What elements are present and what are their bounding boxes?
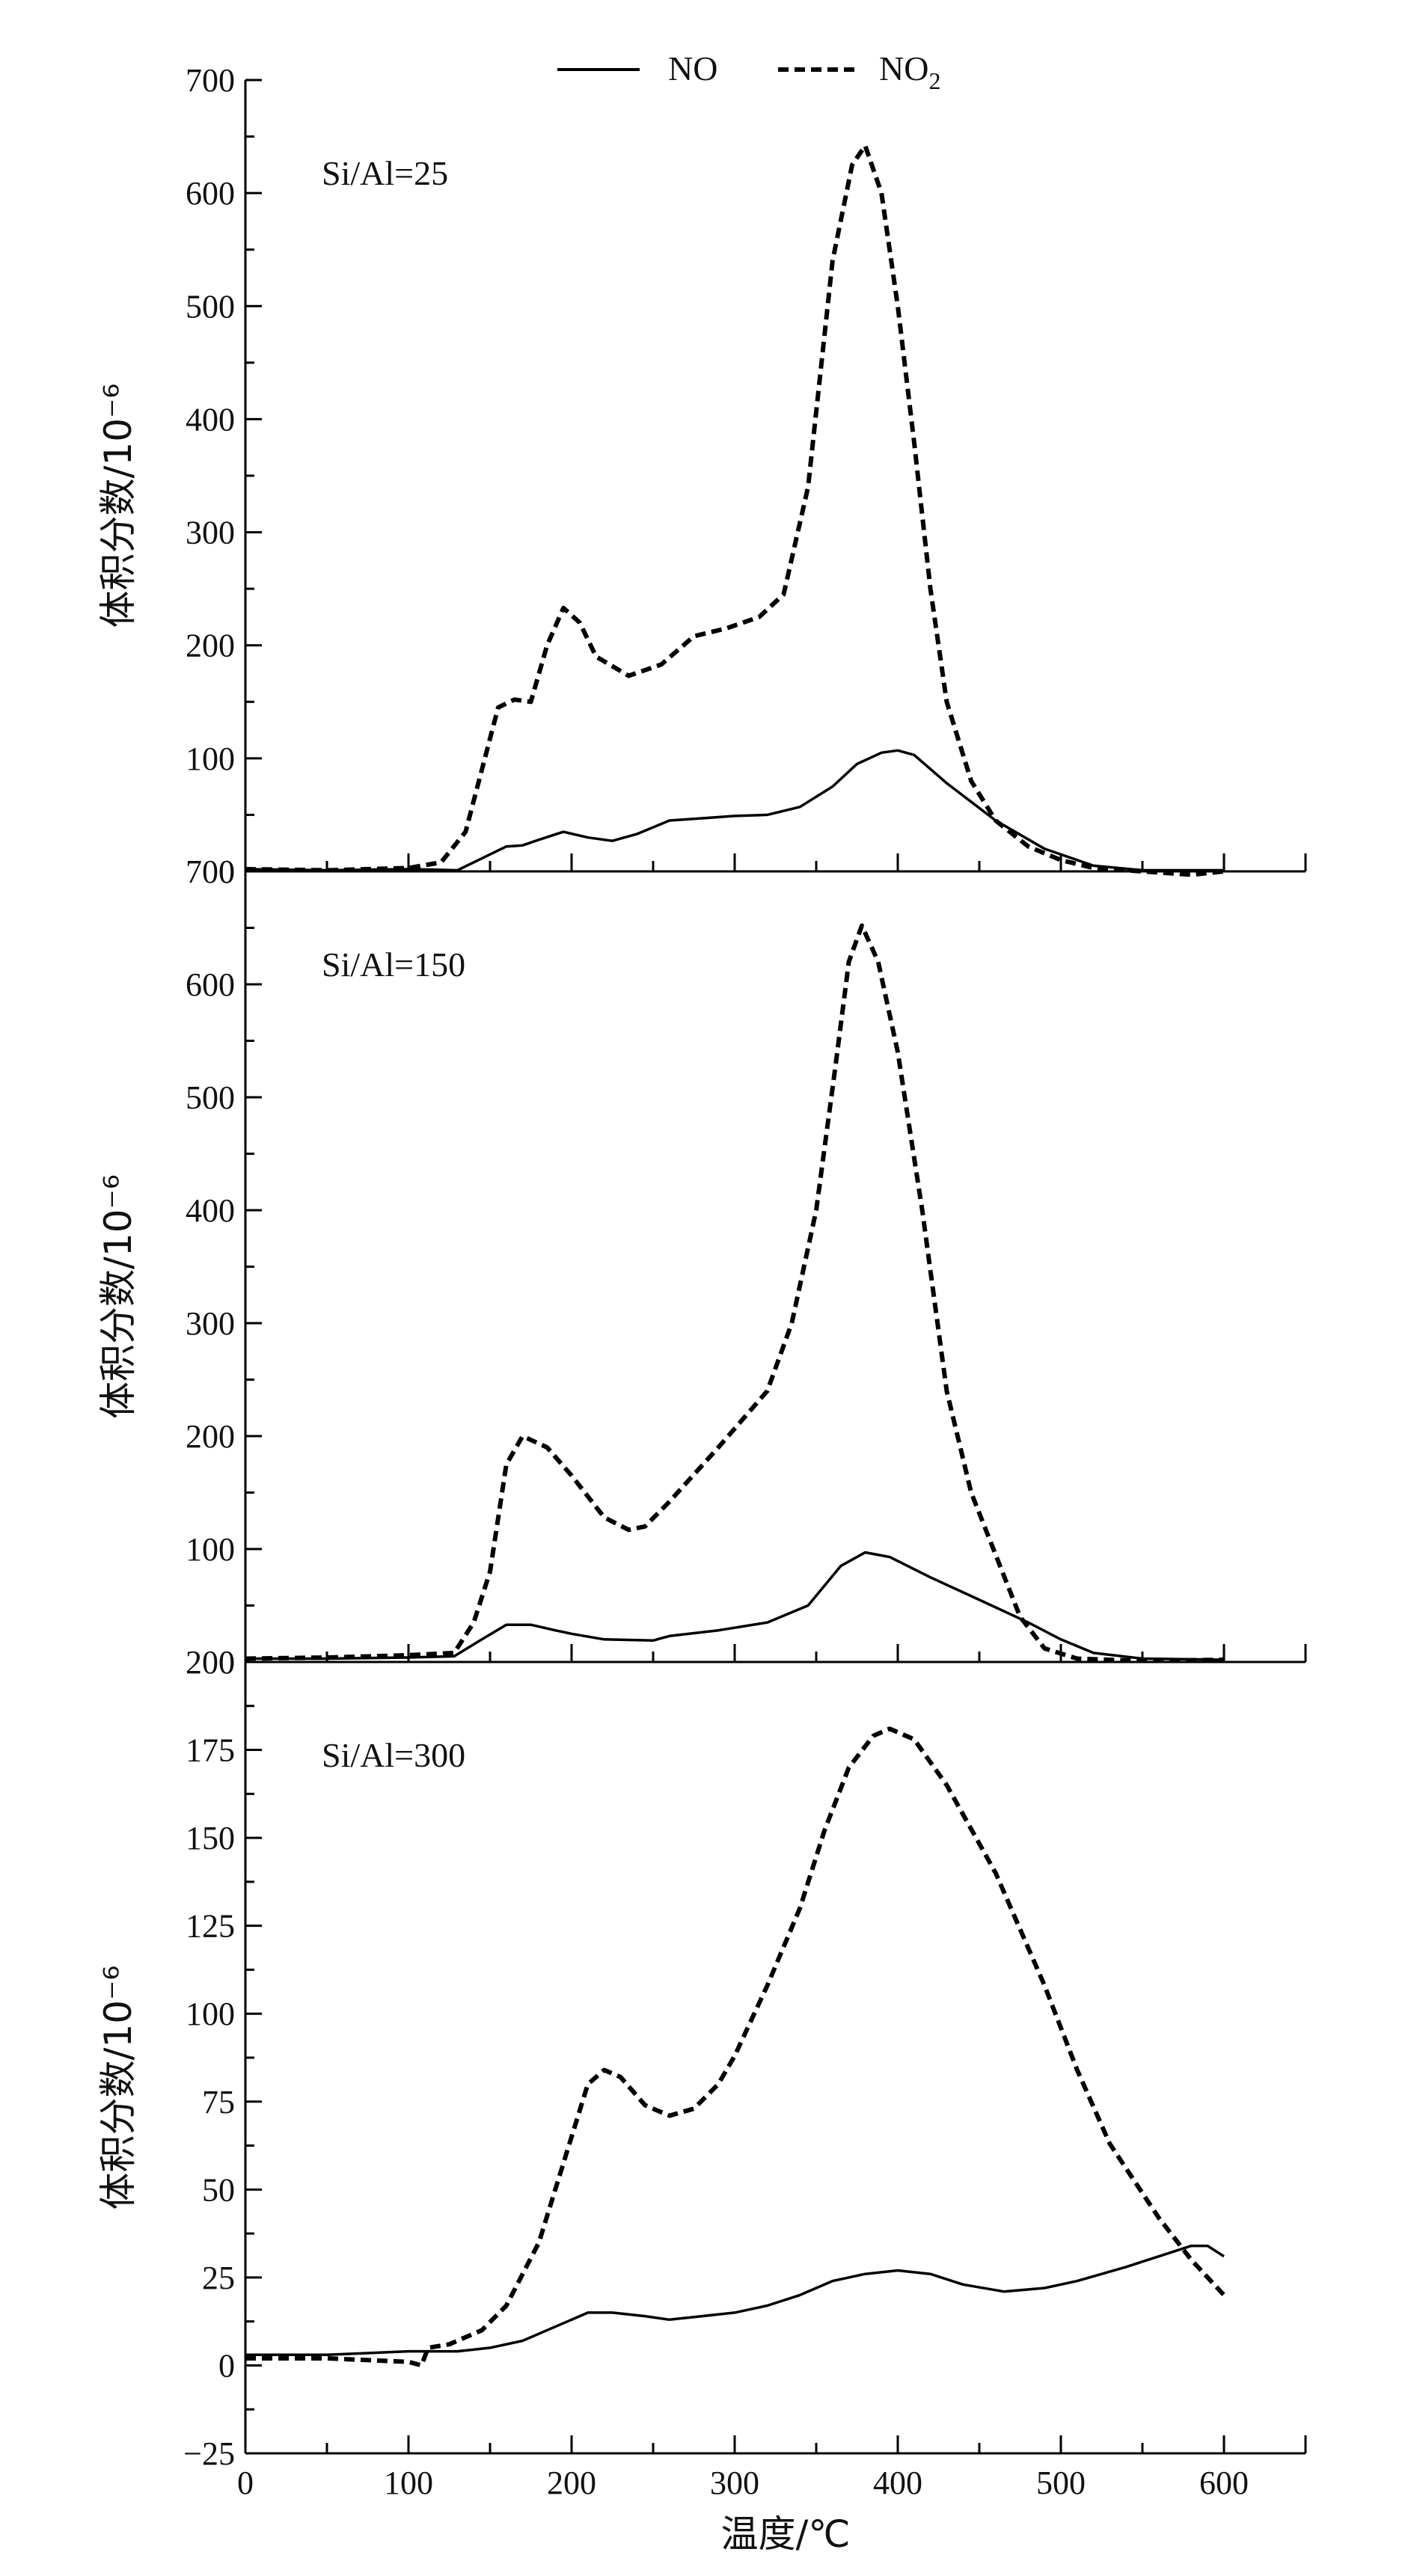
y-tick-label: 150 [186, 1820, 235, 1856]
y-axis-title: 体积分数/10⁻⁶ [97, 384, 140, 628]
y-tick-label: 400 [186, 1192, 235, 1229]
series-no-line [245, 749, 1224, 872]
x-tick-label: 300 [710, 2465, 759, 2501]
y-tick-label: 500 [186, 288, 235, 325]
y-tick-label: 100 [186, 740, 235, 777]
y-tick-label: 700 [186, 853, 235, 890]
x-tick-label: 0 [237, 2465, 254, 2501]
legend: NO NO2 [557, 49, 940, 94]
x-axis-title: 温度/℃ [721, 2512, 851, 2556]
y-tick-label: 125 [186, 1908, 235, 1945]
y-tick-label: 0 [218, 1644, 235, 1681]
y-tick-label: 600 [186, 966, 235, 1003]
panel-annotation: Si/Al=150 [322, 945, 465, 984]
panel-annotation: Si/Al=300 [322, 1736, 465, 1774]
y-tick-label: 500 [186, 1079, 235, 1116]
y-tick-label: 100 [186, 1531, 235, 1568]
series-no-line [245, 1551, 1225, 1661]
series-no2-line [245, 923, 1225, 1663]
panel-annotation: Si/Al=25 [322, 154, 448, 192]
y-tick-label: 25 [202, 2260, 235, 2296]
x-tick-label: 100 [384, 2465, 433, 2501]
x-tick-label: 400 [873, 2465, 922, 2501]
y-axis-title: 体积分数/10⁻⁶ [97, 1174, 140, 1419]
panels: 0100200300400500600700Si/Al=25体积分数/10⁻⁶0… [97, 62, 1307, 2501]
y-tick-label: 700 [186, 62, 235, 99]
y-tick-label: 50 [202, 2171, 235, 2208]
y-tick-label: 0 [218, 853, 235, 890]
y-tick-label: 200 [186, 1418, 235, 1455]
y-tick-label: 75 [202, 2084, 235, 2120]
panel-2: 0 100 200 300 400 500 600 700 Si/Al=150 体积分数/10⁻⁶ [97, 853, 1307, 1681]
legend-no2-label: NO2 [879, 49, 940, 94]
x-tick-label: 200 [547, 2465, 596, 2501]
y-tick-label: 0 [218, 2347, 235, 2384]
y-tick-label: 200 [186, 628, 235, 664]
x-tick-label: 600 [1199, 2465, 1249, 2501]
y-tick-label: −25 [183, 2435, 235, 2472]
y-tick-label: 400 [186, 401, 235, 438]
y-tick-label: 300 [186, 1305, 235, 1342]
series-no2-line [245, 1726, 1226, 2368]
series-no2-line [245, 143, 1225, 877]
y-axis-title: 体积分数/10⁻⁶ [97, 1966, 140, 2210]
y-tick-label: 100 [186, 1996, 235, 2032]
panel-1: 0 100 200 300 400 500 600 700 Si/Al=25 体积分数/10⁻⁶ [97, 62, 1307, 890]
y-tick-label: 200 [186, 1644, 235, 1681]
legend-no-label: NO [668, 49, 717, 88]
series-no-line [245, 2244, 1225, 2357]
y-tick-label: 175 [186, 1732, 235, 1769]
y-tick-label: 300 [186, 515, 235, 551]
x-tick-label: 500 [1036, 2465, 1086, 2501]
y-tick-label: 600 [186, 175, 235, 212]
